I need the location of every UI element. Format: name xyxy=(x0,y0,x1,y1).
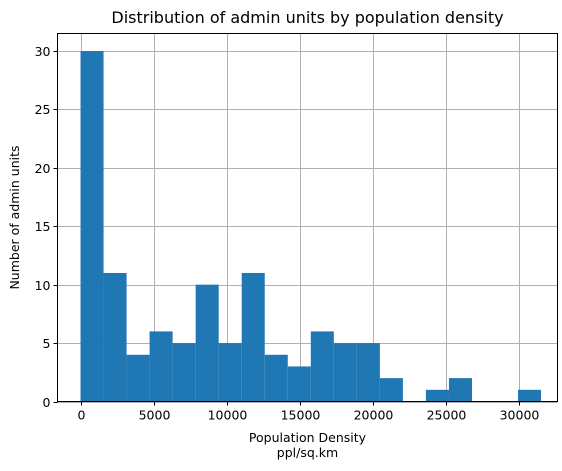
histogram-bar xyxy=(126,354,150,402)
y-tick-label: 20 xyxy=(35,161,51,176)
x-tick-label: 5000 xyxy=(139,408,171,423)
histogram-bar xyxy=(425,389,449,402)
x-axis-label: Population Density xyxy=(249,430,367,445)
histogram-bar xyxy=(149,331,173,402)
histogram-bar xyxy=(310,331,334,402)
x-axis-unit-label: ppl/sq.km xyxy=(277,445,338,460)
x-tick-label: 10000 xyxy=(208,408,248,423)
x-tick-label: 25000 xyxy=(427,408,467,423)
histogram-bar xyxy=(195,284,219,402)
histogram-bar xyxy=(379,378,403,402)
grid xyxy=(57,33,558,403)
histogram-bar xyxy=(264,354,288,402)
histogram-bar xyxy=(241,272,265,402)
y-tick-label: 25 xyxy=(35,102,51,117)
histogram-bar xyxy=(103,272,127,402)
x-tick-label: 15000 xyxy=(281,408,321,423)
x-tick-label: 0 xyxy=(78,408,86,423)
axis-ticks: 0 5000 10000 15000 20000 25000 30000 0 5 10 15 20 25… xyxy=(35,44,540,423)
y-axis-label: Number of admin units xyxy=(7,145,22,289)
histogram-bar xyxy=(518,389,542,402)
histogram-bar xyxy=(218,343,242,402)
y-tick-label: 30 xyxy=(35,44,51,59)
chart-title: Distribution of admin units by populatio… xyxy=(111,8,503,27)
y-tick-label: 0 xyxy=(43,395,51,410)
y-tick-label: 15 xyxy=(35,219,51,234)
histogram-bar xyxy=(448,378,472,402)
histogram-bar xyxy=(287,366,311,402)
histogram-bar xyxy=(356,343,380,402)
histogram-bar xyxy=(80,51,104,402)
y-tick-label: 5 xyxy=(43,336,51,351)
x-tick-label: 20000 xyxy=(354,408,394,423)
y-tick-label: 10 xyxy=(35,278,51,293)
bars xyxy=(80,51,542,402)
histogram-bar xyxy=(172,343,196,402)
histogram-bar xyxy=(333,343,357,402)
x-tick-label: 30000 xyxy=(500,408,540,423)
plot-frame xyxy=(57,33,558,402)
